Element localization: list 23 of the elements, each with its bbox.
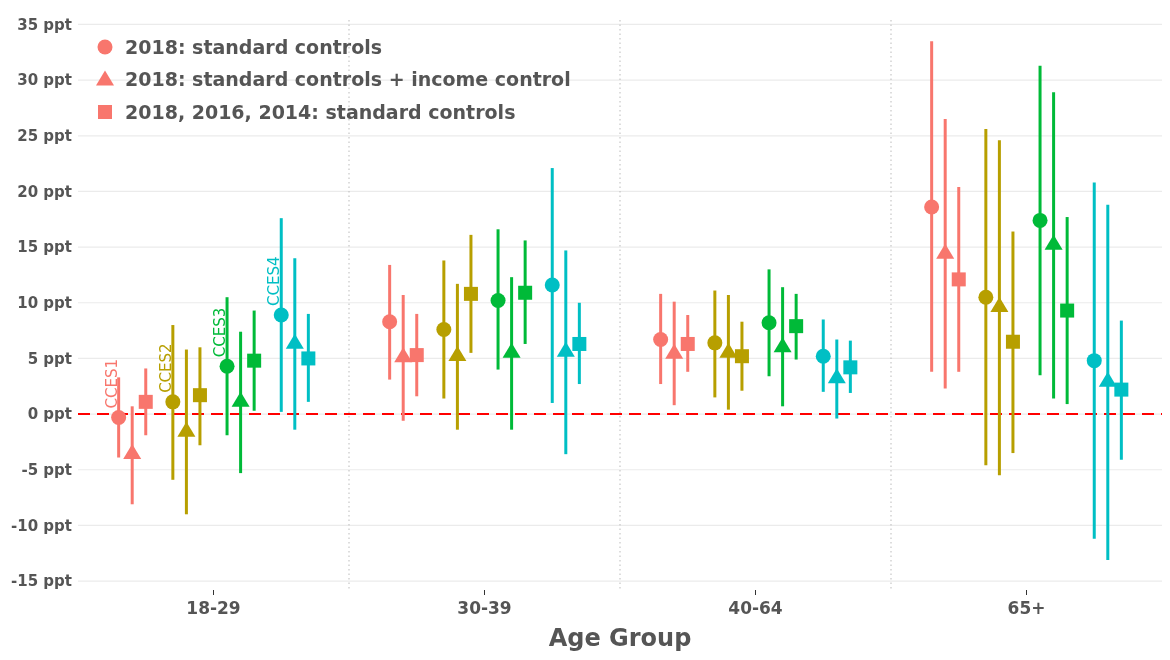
annotation: CCES1 bbox=[102, 358, 121, 409]
y-tick-label: 20 ppt bbox=[17, 182, 72, 201]
y-tick-label: -5 ppt bbox=[21, 461, 72, 480]
y-tick-label: 5 ppt bbox=[27, 349, 72, 368]
x-tick-label: 65+ bbox=[1007, 598, 1046, 618]
legend-label: 2018: standard controls bbox=[125, 35, 383, 58]
x-tick-label: 30-39 bbox=[457, 598, 512, 618]
y-tick-label: 10 ppt bbox=[17, 294, 72, 313]
y-tick-label: -10 ppt bbox=[11, 516, 72, 535]
legend-label: 2018, 2016, 2014: standard controls bbox=[125, 100, 516, 123]
y-tick-label: 25 ppt bbox=[17, 127, 72, 146]
annotation: CCES2 bbox=[156, 343, 175, 393]
annotation: CCES3 bbox=[211, 307, 230, 358]
x-tick-label: 18-29 bbox=[186, 598, 241, 618]
x-axis-title: Age Group bbox=[548, 624, 692, 652]
annotation: CCES4 bbox=[265, 256, 284, 307]
y-tick-label: 35 ppt bbox=[17, 15, 72, 34]
y-tick-label: 0 ppt bbox=[27, 405, 72, 424]
y-tick-label: 30 ppt bbox=[17, 71, 72, 90]
x-tick-label: 40-64 bbox=[728, 598, 783, 618]
y-tick-label: -15 ppt bbox=[11, 572, 72, 591]
legend-label: 2018: standard controls + income control bbox=[125, 68, 571, 91]
y-tick-label: 15 ppt bbox=[17, 238, 72, 257]
